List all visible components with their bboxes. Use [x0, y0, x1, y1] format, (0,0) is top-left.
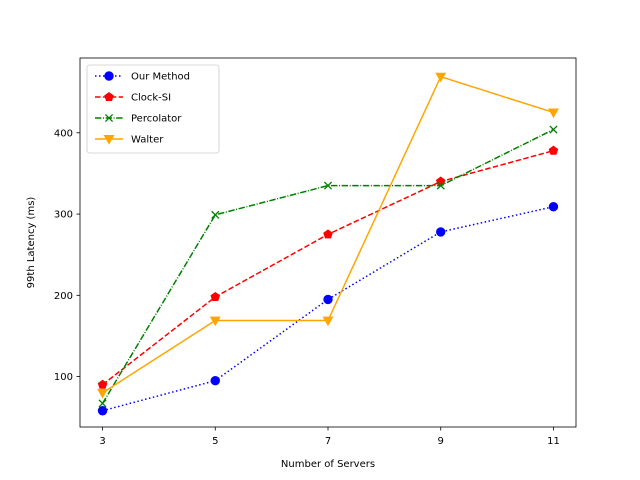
- series-our-method: [97, 202, 559, 416]
- data-point-clock-si: [548, 145, 559, 155]
- data-point-walter: [209, 316, 221, 327]
- series-line-percolator: [101, 128, 554, 404]
- legend-item: Our Method: [95, 71, 190, 83]
- data-point-our-method: [210, 375, 220, 386]
- data-point-clock-si: [97, 379, 108, 389]
- data-point-clock-si: [210, 291, 221, 302]
- data-point-walter: [97, 388, 109, 399]
- legend-label: Clock-SI: [131, 93, 171, 104]
- y-tick-label: 200: [54, 291, 73, 302]
- x-tick-label: 7: [325, 436, 331, 447]
- legend-item: Percolator: [95, 114, 182, 125]
- legend-item: Clock-SI: [95, 91, 171, 104]
- data-point-our-method: [548, 202, 559, 212]
- data-point-our-method: [323, 294, 333, 305]
- data-point-clock-si: [323, 229, 333, 239]
- plot-frame: [79, 57, 577, 428]
- x-tick-label: 9: [438, 436, 444, 447]
- y-tick-label: 100: [54, 372, 73, 383]
- data-point-percolator: [436, 181, 445, 190]
- legend-frame: [86, 64, 220, 154]
- data-point-walter: [547, 108, 559, 119]
- y-axis-label: 99th Latency (ms): [26, 197, 37, 289]
- legend-label: Walter: [131, 135, 164, 146]
- legend-item: Walter: [95, 135, 164, 146]
- data-point-our-method: [436, 227, 446, 237]
- legend-marker: [103, 135, 115, 145]
- data-point-percolator: [211, 210, 220, 219]
- data-point-percolator: [549, 125, 558, 134]
- data-point-percolator: [98, 399, 107, 408]
- x-tick-label: 3: [99, 436, 105, 447]
- series-layer: [97, 72, 559, 416]
- legend-label: Percolator: [131, 114, 182, 125]
- legend-marker: [104, 91, 114, 102]
- axes-layer: 3 5 7 9 11 100 200 300 400: [54, 128, 560, 447]
- data-point-walter: [322, 316, 334, 327]
- x-tick-label: 11: [547, 436, 560, 447]
- data-point-walter: [435, 72, 447, 83]
- legend: Our Method Clock-SI Percolator Walter: [86, 64, 220, 154]
- legend-label: Our Method: [131, 72, 190, 83]
- data-point-percolator: [323, 181, 333, 190]
- legend-marker: [104, 113, 114, 123]
- series-walter: [97, 72, 559, 399]
- legend-marker: [104, 71, 114, 81]
- y-tick-label: 300: [54, 210, 73, 221]
- x-tick-label: 5: [212, 436, 218, 447]
- y-tick-label: 400: [54, 128, 73, 139]
- series-clock-si: [97, 145, 559, 389]
- x-axis-label: Number of Servers: [281, 459, 375, 470]
- data-point-our-method: [97, 406, 108, 416]
- series-percolator: [98, 125, 558, 408]
